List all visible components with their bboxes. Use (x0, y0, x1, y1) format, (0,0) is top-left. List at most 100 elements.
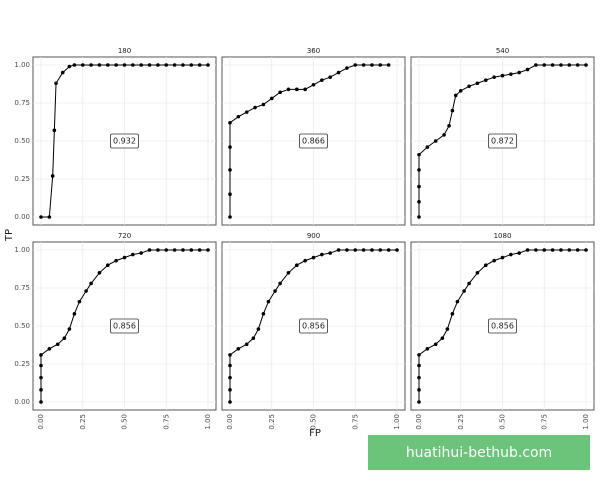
point (361, 63, 366, 67)
point (467, 281, 471, 286)
point (228, 120, 232, 125)
point (417, 400, 421, 404)
point (60, 70, 65, 75)
point (575, 63, 580, 67)
point (336, 70, 341, 75)
point (47, 215, 52, 219)
point (550, 248, 555, 252)
point (50, 174, 55, 178)
point (584, 248, 588, 252)
point (261, 102, 266, 107)
point (445, 327, 450, 331)
point (39, 388, 43, 392)
point (525, 67, 530, 72)
point (550, 63, 555, 67)
point (67, 64, 72, 69)
point (395, 248, 399, 252)
x-tick-label: 0.00 (415, 414, 423, 430)
point (575, 248, 580, 252)
point (197, 63, 202, 67)
point (370, 63, 374, 67)
point (156, 248, 160, 252)
point (417, 152, 421, 157)
annotation-box (488, 133, 517, 149)
y-tick-label: 1.00 (14, 61, 30, 69)
point (278, 90, 282, 95)
point (261, 312, 266, 316)
y-tick-label: 0.75 (14, 99, 30, 107)
point (236, 114, 241, 119)
point (500, 73, 505, 78)
point (139, 251, 143, 255)
annotation: 0.856 (302, 322, 325, 331)
point (228, 400, 232, 404)
point (189, 248, 194, 252)
panel-title: 720 (118, 232, 131, 240)
panel-title: 360 (307, 47, 320, 55)
point (425, 145, 430, 149)
point (278, 281, 282, 286)
point (370, 248, 374, 252)
point (244, 110, 249, 114)
point (228, 388, 232, 392)
x-tick-label: 1.00 (204, 414, 212, 430)
point (417, 388, 421, 392)
point (256, 327, 261, 331)
point (55, 342, 60, 347)
point (417, 353, 421, 357)
point (509, 72, 513, 76)
y-tick-label: 1.00 (14, 246, 30, 254)
point (559, 63, 563, 67)
point (328, 251, 333, 255)
point (559, 248, 563, 252)
point (417, 375, 421, 380)
point (131, 252, 135, 257)
x-tick-label: 1.00 (393, 414, 401, 430)
point (353, 63, 358, 67)
point (303, 258, 307, 263)
point (462, 289, 466, 293)
point (114, 63, 118, 67)
point (442, 133, 446, 137)
point (269, 96, 274, 101)
point (458, 89, 463, 93)
point (67, 327, 72, 331)
x-tick-label: 0.00 (226, 414, 234, 430)
point (447, 124, 451, 128)
point (244, 342, 249, 347)
point (164, 248, 169, 252)
point (450, 108, 455, 113)
point (467, 84, 471, 89)
point (206, 63, 210, 67)
point (52, 128, 57, 133)
annotation: 0.932 (113, 137, 136, 146)
x-tick-label: 0.25 (268, 414, 276, 430)
point (378, 248, 383, 252)
panel-title: 180 (118, 47, 131, 55)
point (228, 145, 232, 149)
point (567, 248, 572, 252)
point (500, 255, 505, 260)
point (147, 63, 152, 67)
y-tick-label: 0.75 (14, 284, 30, 292)
y-axis-title: TP (4, 229, 15, 242)
annotation: 0.856 (113, 322, 136, 331)
panel-title: 540 (496, 47, 509, 55)
point (273, 289, 277, 293)
point (228, 353, 232, 357)
point (361, 248, 366, 252)
point (189, 63, 194, 67)
point (147, 248, 152, 252)
point (228, 192, 232, 196)
annotation: 0.856 (491, 322, 514, 331)
annotation: 0.872 (491, 137, 514, 146)
point (39, 363, 43, 368)
point (106, 63, 110, 67)
point (295, 87, 299, 92)
point (417, 215, 421, 219)
point (336, 248, 341, 252)
point (492, 75, 496, 79)
point (47, 347, 52, 351)
point (433, 342, 438, 347)
